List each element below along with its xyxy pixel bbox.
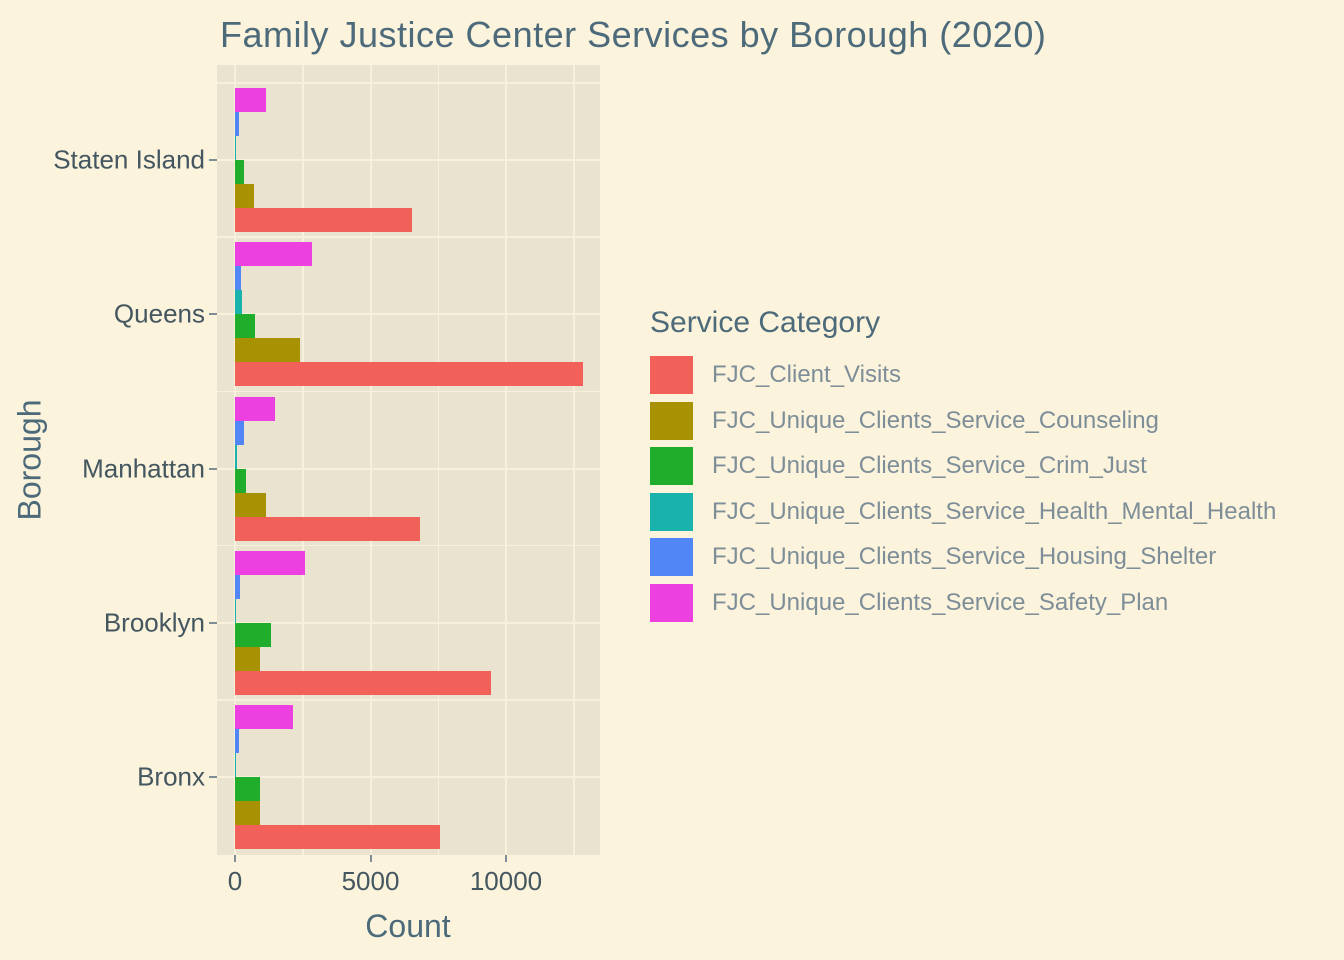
major-gridline-horizontal [217, 159, 600, 161]
bar-Brooklyn-FJC_Unique_Clients_Service_Health_Mental_Health [235, 598, 237, 623]
x-tick-mark [369, 855, 372, 862]
y-axis-title: Borough [11, 399, 48, 521]
legend-key-swatch [650, 584, 693, 622]
bar-Queens-FJC_Unique_Clients_Service_Counseling [235, 338, 301, 363]
bar-Brooklyn-FJC_Client_Visits [235, 670, 492, 695]
legend-key-swatch [650, 447, 693, 486]
minor-gridline-horizontal [217, 390, 600, 393]
bar-Bronx-FJC_Unique_Clients_Service_Counseling [235, 801, 260, 825]
y-tick-label: Staten Island [53, 144, 205, 175]
legend-key-swatch [650, 401, 693, 440]
bar-Staten Island-FJC_Unique_Clients_Service_Housing_Shelter [235, 112, 240, 136]
y-tick-mark [209, 621, 217, 624]
legend-item-label: FJC_Unique_Clients_Service_Counseling [712, 406, 1159, 434]
minor-gridline-vertical [302, 65, 304, 855]
bar-Queens-FJC_Unique_Clients_Service_Safety_Plan [235, 242, 312, 267]
bar-Staten Island-FJC_Unique_Clients_Service_Safety_Plan [235, 88, 266, 112]
y-tick-mark [209, 467, 217, 470]
bar-Manhattan-FJC_Unique_Clients_Service_Counseling [235, 492, 266, 517]
major-gridline-vertical [369, 65, 372, 855]
bar-Manhattan-FJC_Client_Visits [235, 516, 421, 541]
minor-gridline-vertical [437, 65, 439, 855]
minor-gridline-vertical [573, 65, 575, 855]
major-gridline-horizontal [217, 621, 600, 624]
bar-Manhattan-FJC_Unique_Clients_Service_Health_Mental_Health [235, 444, 238, 469]
minor-gridline-horizontal [217, 544, 600, 547]
minor-gridline-horizontal [217, 82, 600, 84]
major-gridline-horizontal [217, 313, 600, 316]
chart-title: Family Justice Center Services by Boroug… [220, 14, 1047, 55]
bar-Bronx-FJC_Unique_Clients_Service_Housing_Shelter [235, 729, 240, 753]
legend-item-label: FJC_Client_Visits [712, 361, 901, 388]
bar-Staten Island-FJC_Unique_Clients_Service_Crim_Just [235, 160, 244, 184]
x-tick-label: 10000 [469, 866, 543, 896]
bar-Manhattan-FJC_Unique_Clients_Service_Housing_Shelter [235, 420, 244, 445]
bar-Queens-FJC_Unique_Clients_Service_Housing_Shelter [235, 266, 241, 291]
legend-item-label: FJC_Unique_Clients_Service_Housing_Shelt… [712, 543, 1217, 571]
bar-Bronx-FJC_Unique_Clients_Service_Health_Mental_Health [235, 753, 237, 777]
x-tick-mark [234, 855, 236, 862]
legend-item-label: FJC_Unique_Clients_Service_Safety_Plan [712, 589, 1169, 616]
y-tick-mark [209, 159, 217, 161]
legend-title: Service Category [650, 306, 881, 339]
y-tick-mark [209, 776, 217, 778]
x-axis-title: Count [365, 908, 451, 944]
x-tick-label: 5000 [341, 866, 400, 896]
bar-Staten Island-FJC_Client_Visits [235, 208, 412, 232]
bar-Brooklyn-FJC_Unique_Clients_Service_Housing_Shelter [235, 574, 240, 599]
plot-panel [217, 65, 600, 855]
bar-Staten Island-FJC_Unique_Clients_Service_Counseling [235, 184, 254, 208]
bar-Brooklyn-FJC_Unique_Clients_Service_Safety_Plan [235, 550, 305, 575]
bar-Queens-FJC_Unique_Clients_Service_Crim_Just [235, 314, 256, 339]
minor-gridline-horizontal [217, 236, 600, 238]
major-gridline-horizontal [217, 467, 600, 470]
bar-Bronx-FJC_Client_Visits [235, 825, 440, 849]
bar-Manhattan-FJC_Unique_Clients_Service_Safety_Plan [235, 396, 276, 421]
minor-gridline-horizontal [217, 699, 600, 701]
bar-Manhattan-FJC_Unique_Clients_Service_Crim_Just [235, 468, 246, 493]
legend-key-swatch [650, 538, 693, 577]
y-tick-label: Manhattan [82, 453, 205, 483]
bar-Queens-FJC_Client_Visits [235, 362, 584, 387]
major-gridline-vertical [505, 65, 507, 855]
y-tick-label: Brooklyn [103, 607, 205, 638]
y-tick-label: Bronx [137, 761, 205, 792]
bar-Brooklyn-FJC_Unique_Clients_Service_Counseling [235, 646, 260, 671]
major-gridline-horizontal [217, 776, 600, 778]
legend-key-swatch [650, 492, 693, 531]
bar-Staten Island-FJC_Unique_Clients_Service_Health_Mental_Health [235, 136, 237, 160]
y-tick-mark [209, 313, 217, 316]
bar-Bronx-FJC_Unique_Clients_Service_Safety_Plan [235, 705, 294, 729]
legend-key-swatch [650, 356, 693, 394]
x-tick-label: 0 [227, 866, 243, 896]
bar-Brooklyn-FJC_Unique_Clients_Service_Crim_Just [235, 622, 272, 647]
legend-item-label: FJC_Unique_Clients_Service_Health_Mental… [712, 497, 1277, 525]
y-tick-label: Queens [113, 298, 205, 329]
legend-item-label: FJC_Unique_Clients_Service_Crim_Just [712, 452, 1147, 480]
bar-Queens-FJC_Unique_Clients_Service_Health_Mental_Health [235, 290, 242, 315]
bar-Bronx-FJC_Unique_Clients_Service_Crim_Just [235, 777, 260, 801]
x-tick-mark [505, 855, 507, 862]
